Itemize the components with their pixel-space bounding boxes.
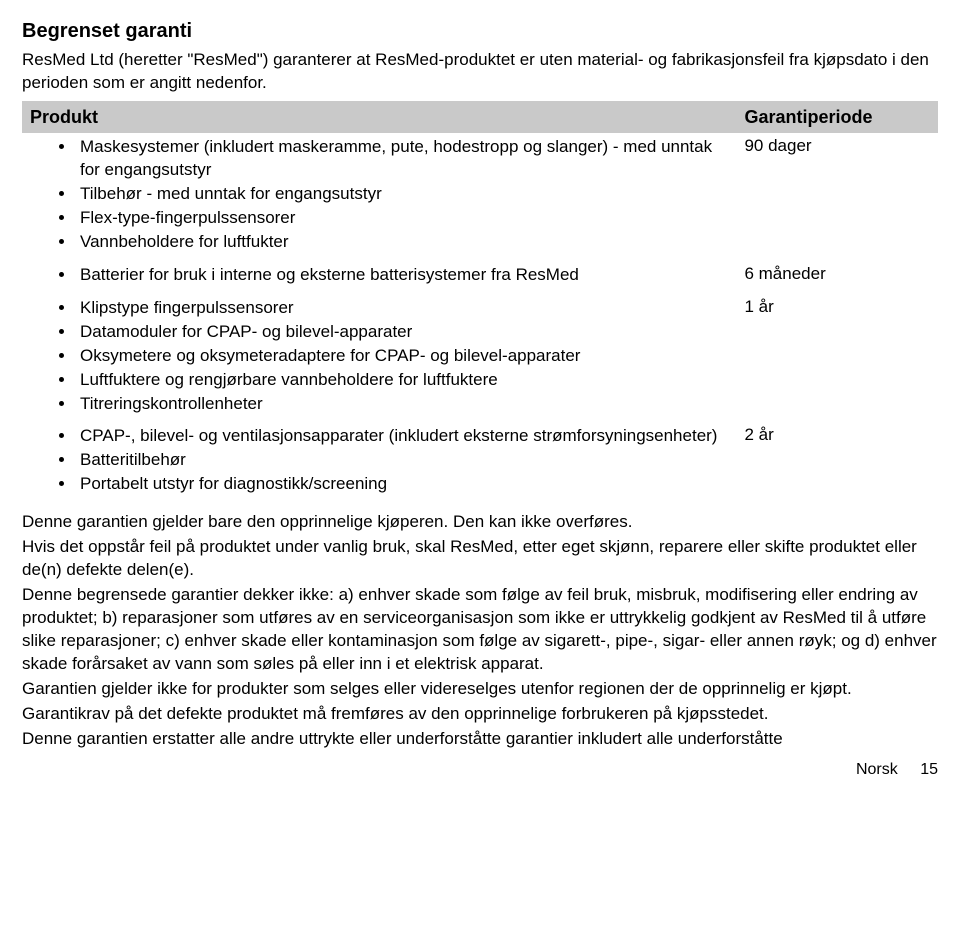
table-cell-period: 2 år <box>736 422 938 503</box>
page-title: Begrenset garanti <box>22 18 938 45</box>
body-paragraph: Garantikrav på det defekte produktet må … <box>22 703 938 726</box>
body-paragraph: Denne garantien erstatter alle andre utt… <box>22 728 938 751</box>
th-product: Produkt <box>22 101 736 133</box>
footer-lang: Norsk <box>856 761 898 778</box>
table-cell-period: 1 år <box>736 294 938 423</box>
list-item: Klipstype fingerpulssensorer <box>76 297 728 320</box>
table-cell-products: CPAP-, bilevel- og ventilasjonsapparater… <box>22 422 736 503</box>
page-footer: Norsk 15 <box>22 759 938 781</box>
body-paragraph: Garantien gjelder ikke for produkter som… <box>22 678 938 701</box>
list-item: Oksymetere og oksymeteradaptere for CPAP… <box>76 345 728 368</box>
list-item: Batterier for bruk i interne og eksterne… <box>76 264 728 287</box>
list-item: Datamoduler for CPAP- og bilevel-apparat… <box>76 321 728 344</box>
list-item: Portabelt utstyr for diagnostikk/screeni… <box>76 473 728 496</box>
body-paragraph: Denne begrensede garantier dekker ikke: … <box>22 584 938 676</box>
list-item: Titreringskontrollenheter <box>76 393 728 416</box>
product-list: Maskesystemer (inkludert maskeramme, put… <box>30 136 728 254</box>
table-row: CPAP-, bilevel- og ventilasjonsapparater… <box>22 422 938 503</box>
list-item: Maskesystemer (inkludert maskeramme, put… <box>76 136 728 182</box>
table-cell-products: Maskesystemer (inkludert maskeramme, put… <box>22 133 736 261</box>
table-cell-period: 6 måneder <box>736 261 938 294</box>
table-cell-products: Klipstype fingerpulssensorerDatamoduler … <box>22 294 736 423</box>
table-row: Klipstype fingerpulssensorerDatamoduler … <box>22 294 938 423</box>
table-cell-products: Batterier for bruk i interne og eksterne… <box>22 261 736 294</box>
intro-paragraph: ResMed Ltd (heretter "ResMed") garantere… <box>22 49 938 95</box>
warranty-table: Produkt Garantiperiode Maskesystemer (in… <box>22 101 938 503</box>
list-item: Batteritilbehør <box>76 449 728 472</box>
table-row: Batterier for bruk i interne og eksterne… <box>22 261 938 294</box>
list-item: CPAP-, bilevel- og ventilasjonsapparater… <box>76 425 728 448</box>
list-item: Flex-type-fingerpulssensorer <box>76 207 728 230</box>
body-paragraph: Hvis det oppstår feil på produktet under… <box>22 536 938 582</box>
footer-page-number: 15 <box>920 761 938 778</box>
product-list: Klipstype fingerpulssensorerDatamoduler … <box>30 297 728 416</box>
product-list: Batterier for bruk i interne og eksterne… <box>30 264 728 287</box>
list-item: Luftfuktere og rengjørbare vannbeholdere… <box>76 369 728 392</box>
body-paragraph: Denne garantien gjelder bare den opprinn… <box>22 511 938 534</box>
table-row: Maskesystemer (inkludert maskeramme, put… <box>22 133 938 261</box>
list-item: Vannbeholdere for luftfukter <box>76 231 728 254</box>
table-cell-period: 90 dager <box>736 133 938 261</box>
product-list: CPAP-, bilevel- og ventilasjonsapparater… <box>30 425 728 496</box>
th-period: Garantiperiode <box>736 101 938 133</box>
list-item: Tilbehør - med unntak for engangsutstyr <box>76 183 728 206</box>
